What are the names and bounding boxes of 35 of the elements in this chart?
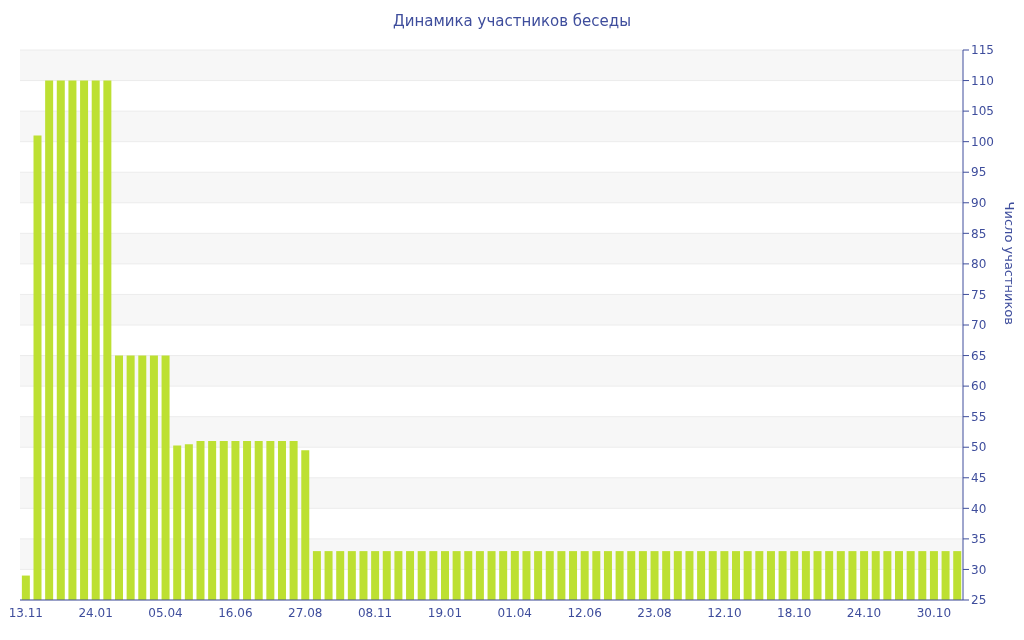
x-tick-label: 13.11 bbox=[8, 605, 43, 620]
y-tick-label: 35 bbox=[971, 532, 987, 547]
y-tick-label: 60 bbox=[971, 379, 987, 394]
y-tick-label: 70 bbox=[971, 318, 987, 333]
y-axis-title: Число участников bbox=[1002, 201, 1018, 325]
y-tick-label: 95 bbox=[971, 165, 987, 180]
y-tick-label: 30 bbox=[971, 562, 987, 577]
y-tick-label: 75 bbox=[971, 287, 987, 302]
y-tick-label: 25 bbox=[971, 593, 987, 608]
x-tick-label: 12.06 bbox=[567, 605, 602, 620]
y-tick-label: 55 bbox=[971, 409, 987, 424]
y-tick-label: 50 bbox=[971, 440, 987, 455]
x-tick-label: 12.10 bbox=[707, 605, 742, 620]
y-tick-label: 105 bbox=[971, 104, 994, 119]
y-tick-label: 90 bbox=[971, 196, 987, 211]
x-tick-label: 05.04 bbox=[148, 605, 183, 620]
chart-title: Динамика участников беседы bbox=[391, 12, 632, 30]
x-tick-label: 18.10 bbox=[777, 605, 812, 620]
x-tick-label: 08.11 bbox=[357, 605, 393, 620]
x-tick-label: 24.10 bbox=[846, 605, 882, 620]
y-tick-label: 110 bbox=[971, 73, 994, 88]
y-tick-label: 40 bbox=[971, 501, 987, 516]
x-tick-label: 27.08 bbox=[288, 605, 323, 620]
y-tick-label: 115 bbox=[971, 43, 994, 58]
x-tick-label: 30.10 bbox=[916, 605, 952, 620]
y-tick-label: 65 bbox=[971, 348, 987, 363]
x-tick-label: 23.08 bbox=[637, 605, 672, 620]
x-tick-label: 01.04 bbox=[497, 605, 532, 620]
y-tick-label: 80 bbox=[971, 257, 987, 272]
x-tick-label: 24.01 bbox=[78, 605, 113, 620]
y-tick-label: 100 bbox=[971, 134, 994, 149]
y-tick-label: 45 bbox=[971, 471, 987, 486]
y-tick-label: 85 bbox=[971, 226, 987, 241]
x-tick-label: 16.06 bbox=[218, 605, 253, 620]
x-tick-label: 19.01 bbox=[427, 605, 463, 620]
